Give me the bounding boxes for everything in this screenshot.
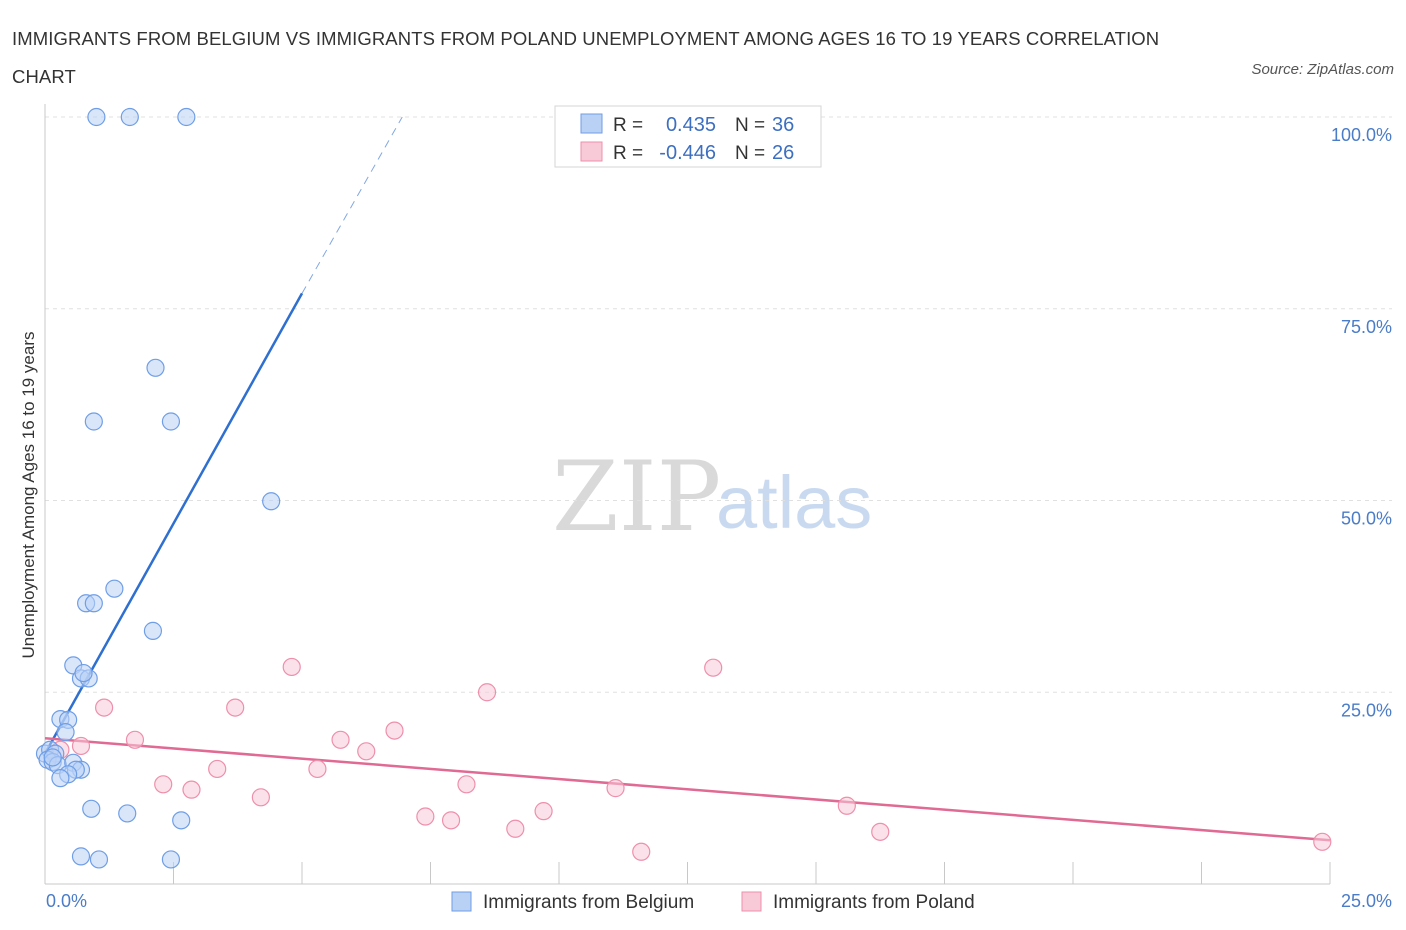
belgium-point [84,412,103,431]
belgium-point [118,804,137,823]
legend-r-value-poland: -0.446 [659,142,716,164]
x-tick-label: 0.0% [46,891,87,911]
poland-point [331,730,350,749]
legend-swatch-belgium [580,113,603,134]
poland-point [308,759,327,779]
legend-n-value-poland: 26 [772,142,794,164]
belgium-point [87,107,106,127]
y-tick-label: 100.0% [1331,125,1392,145]
poland-point [251,788,270,807]
legend-n-label-poland: N = [735,143,765,164]
y-tick-label: 75.0% [1341,317,1392,337]
belgium-points [35,107,281,869]
belgium-point [161,412,181,431]
gridlines [45,116,1392,693]
poland-point [871,822,890,841]
source-label: Source: ZipAtlas.com [1251,61,1394,78]
series-legend: Immigrants from Belgium Immigrants from … [451,891,975,913]
poland-point [441,811,461,830]
legend-r-label-poland: R = [613,143,643,164]
belgium-trend-extension [301,116,403,294]
belgium-point [71,847,91,866]
belgium-point [105,579,124,598]
poland-points [51,657,1332,861]
series-legend-swatch-poland [741,891,762,912]
poland-point [1313,832,1332,851]
y-tick-label: 50.0% [1341,509,1392,529]
poland-point [226,698,245,717]
belgium-point [262,492,281,511]
y-axis-label: Unemployment Among Ages 16 to 19 years [19,332,38,659]
y-tick-labels: 25.0% 50.0% 75.0% 100.0% [1331,125,1392,720]
poland-point [457,775,476,794]
poland-point [95,698,114,717]
poland-point [282,657,301,677]
poland-trend-line [44,737,1331,842]
poland-point [477,683,497,702]
belgium-point [172,811,191,830]
poland-point [385,721,404,740]
poland-point [416,807,435,826]
belgium-point [143,621,163,640]
y-tick-label: 25.0% [1341,700,1392,720]
belgium-point [51,769,70,788]
series-legend-belgium: Immigrants from Belgium [483,892,694,913]
poland-point [506,819,525,838]
belgium-point [43,748,62,767]
watermark: ZIP atlas [552,441,872,553]
watermark-zip: ZIP [552,441,721,553]
belgium-point [161,850,181,869]
chart-title: IMMIGRANTS FROM BELGIUM VS IMMIGRANTS FR… [12,28,1160,87]
belgium-point [146,358,165,377]
belgium-point [84,594,103,613]
poland-point [606,779,625,798]
legend-swatch-poland [580,141,603,162]
poland-point [182,780,201,799]
poland-point [208,759,227,779]
x-tick-label: 25.0% [1341,891,1392,911]
belgium-point [56,723,75,742]
belgium-point [89,850,109,869]
belgium-point [177,107,196,127]
poland-point [154,775,173,794]
legend-r-value-belgium: 0.435 [666,114,716,136]
correlation-legend: R = 0.435 N = 36 R = -0.446 N = 26 [554,105,822,168]
poland-point [534,802,553,821]
poland-point [632,842,651,861]
poland-point [125,730,145,749]
belgium-point [120,107,139,127]
x-tick-labels: 0.0% 25.0% [46,891,1392,911]
legend-n-value-belgium: 36 [772,114,794,136]
series-legend-swatch-belgium [451,891,472,912]
legend-n-label-belgium: N = [735,115,765,136]
poland-point [704,658,723,677]
belgium-point [74,663,93,683]
poland-point [357,742,376,761]
belgium-point [82,799,101,818]
poland-point [837,796,856,815]
legend-r-label-belgium: R = [613,115,643,136]
series-legend-poland: Immigrants from Poland [773,892,975,913]
watermark-atlas: atlas [716,461,872,544]
poland-point [71,736,91,756]
